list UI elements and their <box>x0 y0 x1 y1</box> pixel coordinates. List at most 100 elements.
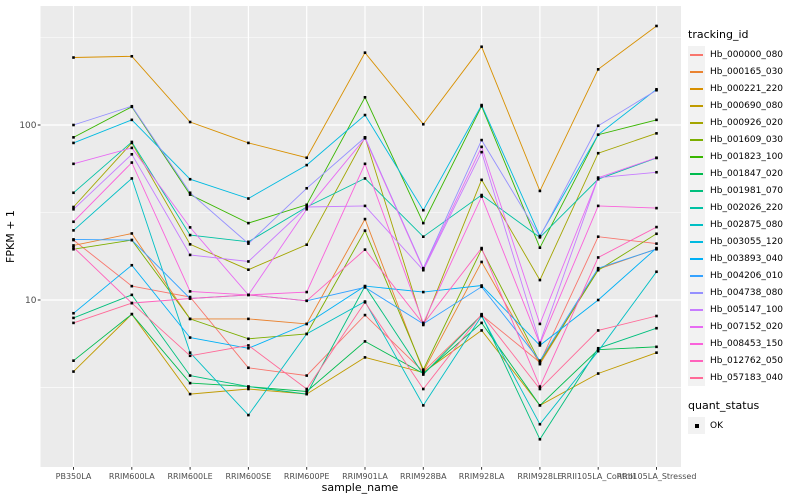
data-point <box>130 104 134 108</box>
data-point <box>422 221 425 225</box>
data-point <box>247 317 250 321</box>
data-point <box>480 329 483 332</box>
data-point <box>655 232 658 236</box>
data-point <box>130 232 134 235</box>
legend-key-line-icon <box>688 216 705 233</box>
data-point <box>596 349 600 353</box>
data-point <box>72 246 75 249</box>
data-point <box>188 233 192 237</box>
x-tick-label: RRIM600PE <box>284 472 330 481</box>
x-axis-title: sample_name <box>322 481 399 494</box>
data-point <box>363 136 367 140</box>
data-point <box>305 163 308 167</box>
data-point <box>596 68 600 71</box>
data-point <box>538 189 542 193</box>
data-point <box>596 176 600 179</box>
data-point <box>363 177 367 180</box>
data-point <box>188 381 192 385</box>
data-point <box>247 221 250 225</box>
data-point <box>538 344 542 347</box>
data-point <box>188 290 192 293</box>
data-point <box>655 345 658 349</box>
color-line-icon <box>690 291 703 294</box>
data-point <box>247 197 250 200</box>
y-tick-label-100: 100 <box>19 121 36 131</box>
data-point <box>655 156 658 160</box>
legend-key-line-icon <box>688 318 705 335</box>
legend-key-line-icon <box>688 46 705 63</box>
data-point <box>188 193 192 196</box>
legend-label: Hb_000690_080 <box>710 100 784 111</box>
data-point <box>305 186 308 190</box>
data-point <box>247 242 250 245</box>
data-point <box>188 177 192 181</box>
data-point <box>247 337 250 341</box>
color-line-icon <box>690 172 703 175</box>
data-point <box>538 246 542 250</box>
data-point <box>72 191 75 195</box>
data-point <box>130 312 134 316</box>
data-point <box>596 266 600 270</box>
data-point <box>655 118 658 122</box>
data-point <box>188 317 192 321</box>
data-point <box>363 340 367 343</box>
data-point <box>72 316 75 320</box>
data-point <box>305 205 308 209</box>
x-tick-label: RRIM600SE <box>226 472 272 481</box>
data-point <box>305 299 308 303</box>
legend-label: Hb_005147_100 <box>710 304 784 315</box>
legend-entry: Hb_002875_080 <box>688 216 800 233</box>
data-point <box>596 133 600 137</box>
legend-label: Hb_001823_100 <box>710 151 784 162</box>
legend-key-line-icon <box>688 165 705 182</box>
color-line-icon <box>690 53 703 56</box>
color-line-icon <box>690 342 703 345</box>
data-point <box>363 204 367 208</box>
color-line-icon <box>690 87 703 90</box>
data-point <box>247 413 250 417</box>
data-point <box>188 297 192 300</box>
data-point <box>305 243 308 247</box>
data-point <box>72 244 75 247</box>
data-point <box>596 268 600 272</box>
data-point <box>130 140 134 144</box>
color-line-icon <box>690 376 703 379</box>
legend-key-line-icon <box>688 148 705 165</box>
data-point <box>422 373 425 376</box>
data-point <box>480 45 483 49</box>
legend-label: Hb_057183_040 <box>710 372 784 383</box>
data-point <box>538 341 542 345</box>
data-point <box>247 141 250 145</box>
legend-entry: Hb_000221_220 <box>688 80 800 97</box>
legend-label: Hb_001609_030 <box>710 134 784 145</box>
data-point <box>188 226 192 229</box>
data-point <box>305 322 308 326</box>
data-point <box>363 229 367 232</box>
data-point <box>422 267 425 271</box>
data-point <box>188 392 192 396</box>
legend-label: Hb_004206_010 <box>710 270 784 281</box>
legend-label: Hb_002875_080 <box>710 219 784 230</box>
data-point <box>363 113 367 117</box>
data-point <box>655 314 658 318</box>
data-point <box>655 132 658 135</box>
data-point <box>305 203 308 207</box>
legend-key-line-icon <box>688 301 705 318</box>
data-point <box>130 161 134 164</box>
data-point <box>655 242 658 245</box>
data-point <box>480 138 483 142</box>
legend-entry: Hb_057183_040 <box>688 369 800 386</box>
color-line-icon <box>690 240 703 243</box>
x-tick-label: PB350LA <box>56 472 92 481</box>
data-point <box>655 247 658 251</box>
data-point <box>247 260 250 263</box>
legend-label: Hb_000221_220 <box>710 83 784 94</box>
data-point <box>538 422 542 426</box>
data-point <box>247 346 250 350</box>
data-point <box>305 392 308 396</box>
legend-title-tracking-id: tracking_id <box>688 28 749 41</box>
data-point <box>596 372 600 375</box>
data-point <box>188 351 192 354</box>
legend-entry: Hb_000926_020 <box>688 114 800 131</box>
data-point <box>363 313 367 317</box>
